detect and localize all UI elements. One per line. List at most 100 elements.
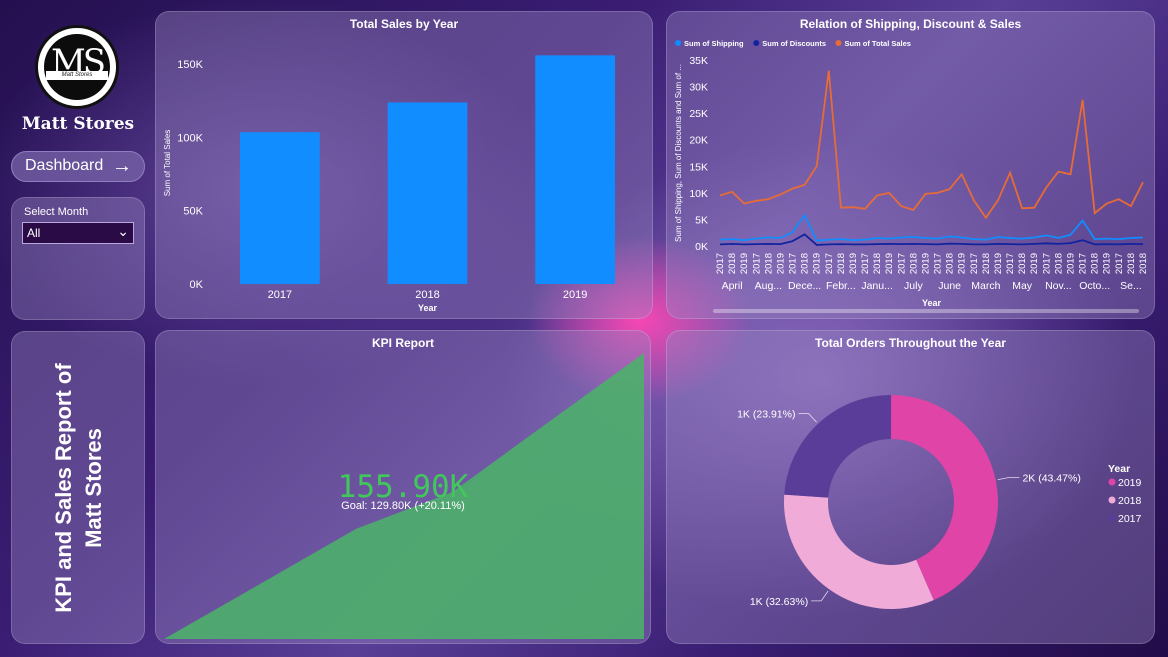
slice-data-label: 1K (32.63%) bbox=[750, 596, 808, 608]
month-dropdown[interactable]: All ⌄ bbox=[22, 222, 134, 244]
x-tick-label: 2017 bbox=[1041, 253, 1052, 274]
kpi-panel: KPI Report 155.90K Goal: 129.80K (+20.11… bbox=[155, 330, 651, 644]
x-axis-label: Year bbox=[922, 298, 942, 308]
kpi-title: KPI Report bbox=[371, 336, 434, 350]
y-tick-label: 15K bbox=[689, 161, 708, 173]
month-label: Se... bbox=[1120, 280, 1142, 292]
month-label: Dece... bbox=[788, 280, 821, 292]
x-tick-label: 2019 bbox=[848, 253, 859, 274]
x-tick-label: 2018 bbox=[836, 253, 847, 274]
x-tick-label: 2018 bbox=[945, 253, 956, 274]
legend-marker bbox=[835, 40, 842, 46]
x-tick-label: 2018 bbox=[415, 289, 439, 301]
orders-donut-chart: 2K (43.47%) 1K (32.63%) 1K (23.91%) Year 201… bbox=[737, 395, 1142, 609]
x-tick-label: 2019 bbox=[920, 253, 931, 274]
x-tick-label: 2019 bbox=[993, 253, 1004, 274]
legend-title: Year bbox=[1108, 463, 1130, 475]
month-slicer-panel: Select Month All ⌄ bbox=[11, 197, 145, 320]
kpi-area-chart bbox=[164, 353, 644, 639]
month-label: April bbox=[722, 280, 743, 292]
bar-2018 bbox=[387, 102, 468, 284]
y-tick-label: 25K bbox=[689, 108, 708, 120]
legend-entry: Sum of Shipping bbox=[684, 39, 744, 48]
legend-marker bbox=[1108, 496, 1116, 504]
month-label: Febr... bbox=[826, 280, 856, 292]
month-label: Janu... bbox=[861, 280, 893, 292]
x-tick-label: 2019 bbox=[1102, 253, 1113, 274]
slice-data-label: 1K (23.91%) bbox=[737, 409, 795, 421]
x-tick-label: 2018 bbox=[1053, 253, 1064, 274]
x-tick-label: 2018 bbox=[872, 253, 883, 274]
x-tick-label: 2017 bbox=[969, 253, 980, 274]
y-tick-label: 35K bbox=[689, 55, 708, 67]
arrow-right-icon: → bbox=[112, 155, 132, 177]
series-line bbox=[719, 70, 1144, 220]
x-tick-label: 2019 bbox=[563, 289, 587, 301]
kpi-goal: Goal: 129.80K (+20.11%) bbox=[341, 500, 465, 512]
orders-title: Total Orders Throughout the Year bbox=[815, 336, 1006, 350]
legend-marker bbox=[1108, 514, 1116, 522]
x-tick-label: 2017 bbox=[1005, 253, 1016, 274]
logo-inner: MS Matt Stores bbox=[44, 34, 110, 100]
sales-by-year-panel: Total Sales by Year 0K 50K 100K 150K Sum of … bbox=[155, 11, 653, 319]
dashboard-button-label: Dashboard bbox=[25, 157, 104, 174]
legend-entry: Sum of Total Sales bbox=[844, 39, 911, 48]
x-tick-label: 2019 bbox=[884, 253, 895, 274]
x-tick-label: 2017 bbox=[715, 253, 726, 274]
x-tick-label: 2018 bbox=[1126, 253, 1137, 274]
x-tick-label: 2018 bbox=[1138, 253, 1149, 274]
logo-band: Matt Stores bbox=[46, 71, 108, 80]
orders-panel: Total Orders Throughout the Year 2K (43.… bbox=[666, 330, 1155, 644]
x-tick-label: 2019 bbox=[812, 253, 823, 274]
report-title-panel bbox=[11, 331, 145, 644]
x-tick-label: 2017 bbox=[860, 253, 871, 274]
x-tick-label: 2019 bbox=[739, 253, 750, 274]
x-tick-label: 2018 bbox=[727, 253, 738, 274]
x-tick-label: 2017 bbox=[933, 253, 944, 274]
y-tick-label: 0K bbox=[695, 241, 708, 253]
donut-slice-2017 bbox=[784, 395, 892, 498]
x-tick-label: 2017 bbox=[751, 253, 762, 274]
legend-marker bbox=[675, 40, 681, 46]
y-tick-label: 0K bbox=[190, 279, 204, 291]
x-tick-label: 2018 bbox=[763, 253, 774, 274]
bar-2017 bbox=[239, 132, 320, 284]
slice-leader-line bbox=[997, 476, 1020, 481]
legend-entry: 2019 bbox=[1118, 477, 1142, 489]
x-tick-label: 2018 bbox=[908, 253, 919, 274]
dashboard-button[interactable]: Dashboard → bbox=[11, 151, 145, 182]
donut-slice-2018 bbox=[784, 494, 934, 609]
shipping-discount-sales-chart: Sum of Shipping Sum of Discounts Sum of To… bbox=[674, 39, 1149, 313]
shipping-discount-sales-panel: Relation of Shipping, Discount & Sales S… bbox=[666, 11, 1155, 319]
y-axis-label: Sum of Shipping, Sum of Discounts and Su… bbox=[674, 64, 683, 242]
brand-name: Matt Stores bbox=[21, 114, 135, 134]
slice-leader-line bbox=[798, 413, 817, 423]
x-tick-label: 2017 bbox=[824, 253, 835, 274]
series-line bbox=[719, 233, 1144, 246]
slicer-label: Select Month bbox=[24, 206, 89, 218]
horizontal-scrollbar bbox=[713, 309, 1139, 313]
bar-2019 bbox=[535, 55, 616, 285]
y-tick-label: 150K bbox=[177, 59, 203, 71]
y-tick-label: 50K bbox=[183, 206, 203, 218]
x-tick-label: 2018 bbox=[1017, 253, 1028, 274]
legend-marker bbox=[1108, 478, 1116, 486]
y-tick-label: 10K bbox=[689, 188, 708, 200]
sales-by-year-title: Total Sales by Year bbox=[349, 17, 459, 31]
legend-entry: 2017 bbox=[1118, 513, 1142, 525]
y-tick-label: 5K bbox=[695, 214, 708, 226]
x-tick-label: 2017 bbox=[788, 253, 799, 274]
month-label: July bbox=[904, 280, 923, 292]
slice-leader-line bbox=[811, 590, 829, 602]
legend-entry: Sum of Discounts bbox=[762, 39, 826, 48]
month-label: Octo... bbox=[1079, 280, 1110, 292]
shipping-discount-sales-title: Relation of Shipping, Discount & Sales bbox=[799, 17, 1022, 31]
y-axis-label: Sum of Total Sales bbox=[163, 130, 172, 197]
y-tick-label: 100K bbox=[177, 132, 203, 144]
series-line bbox=[719, 213, 1144, 242]
kpi-value: 155.90K bbox=[337, 469, 469, 505]
x-tick-label: 2019 bbox=[957, 253, 968, 274]
month-dropdown-value: All bbox=[27, 226, 41, 240]
x-axis-label: Year bbox=[418, 303, 438, 313]
month-label: Nov... bbox=[1045, 280, 1072, 292]
